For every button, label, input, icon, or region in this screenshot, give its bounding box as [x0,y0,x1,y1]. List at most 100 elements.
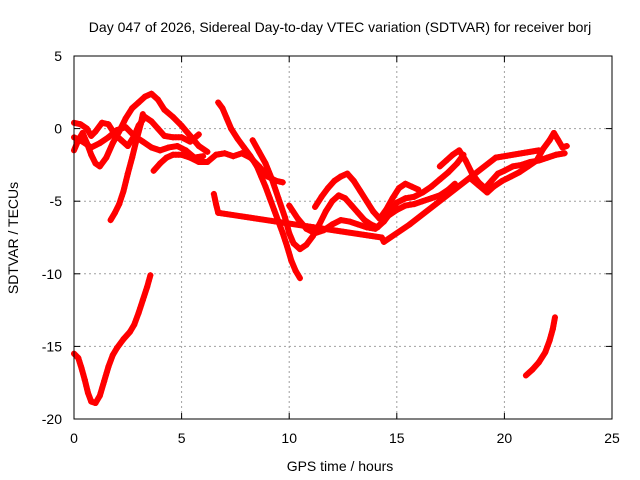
plus-marker [82,380,89,387]
series-track-h [286,180,458,237]
plus-marker [138,302,145,309]
plus-marker [406,221,413,228]
x-tick-label: 20 [497,430,513,446]
plus-marker [88,151,95,158]
plus-marker [181,152,188,159]
plus-marker [132,318,139,325]
plus-marker [134,131,141,138]
plus-marker [544,343,551,350]
plus-marker [428,195,435,202]
plus-marker [131,321,138,328]
plus-marker [288,235,295,242]
plus-marker [129,154,136,161]
plus-marker [279,179,286,186]
plus-marker [114,127,121,134]
plus-marker [329,221,336,228]
plus-marker [151,145,158,152]
plus-marker [147,272,154,279]
x-tick-label: 0 [70,430,78,446]
plus-marker [544,154,551,161]
plus-marker [276,197,283,204]
plus-marker [279,206,286,213]
plus-marker [535,147,542,154]
y-tick-label: 0 [54,121,62,137]
series-track-i [312,170,422,222]
plus-marker [265,168,272,175]
plus-marker [550,323,557,330]
plus-marker [190,156,197,163]
plus-marker [204,148,211,155]
plus-marker [102,372,109,379]
plus-marker [507,173,514,180]
y-tick-label: -15 [42,338,62,354]
plus-marker [284,246,291,253]
plus-marker [75,355,82,362]
plus-marker [411,201,418,208]
plus-marker [282,237,289,244]
plus-marker [127,159,134,166]
plus-marker [223,115,230,122]
plus-marker [492,154,499,161]
plus-marker [349,219,356,226]
plus-marker [84,389,91,396]
plus-marker [142,93,149,100]
plus-marker [118,193,125,200]
plus-marker [221,110,228,117]
plus-marker [277,224,284,231]
plus-marker [138,117,145,124]
plus-marker [120,188,127,195]
plus-marker [267,198,274,205]
plus-marker [220,107,227,114]
trace-segment [445,180,458,193]
plus-marker [163,154,170,161]
plus-marker [543,346,550,353]
plus-marker [137,121,144,128]
plus-marker [195,131,202,138]
plus-marker [273,212,280,219]
plus-marker [230,153,237,160]
plus-marker [355,221,362,228]
plus-marker [380,238,387,245]
plus-marker [123,176,130,183]
x-tick-label: 25 [604,430,620,446]
plus-marker [494,170,501,177]
plus-marker [285,249,292,256]
plus-marker [101,375,108,382]
plus-marker [174,143,181,150]
plus-marker [269,179,276,186]
x-axis-label: GPS time / hours [287,458,394,474]
plus-marker [413,192,420,199]
plus-marker [465,162,472,169]
plus-marker [548,331,555,338]
plus-marker [137,304,144,311]
plus-marker [286,251,293,258]
plus-marker [318,216,325,223]
series-track-c [71,124,207,161]
plus-marker [81,376,88,383]
plus-marker [332,219,339,226]
plus-marker [357,222,364,229]
plus-marker [117,195,124,202]
plus-marker [117,198,124,205]
plus-marker [225,120,232,127]
plus-marker [148,144,155,151]
plus-marker [157,147,164,154]
plus-marker [126,165,133,172]
plus-marker [281,235,288,242]
plus-marker [210,190,217,197]
plus-marker [103,369,110,376]
plus-marker [140,294,147,301]
plus-marker [499,177,506,184]
plus-marker [134,134,141,141]
plus-marker [280,208,287,215]
plus-marker [393,206,400,213]
plus-marker [510,172,517,179]
plus-marker [268,201,275,208]
series-stray [210,147,542,245]
plus-marker [518,161,525,168]
plus-marker [504,166,511,173]
plus-marker [98,386,105,393]
plus-marker [211,194,218,201]
plus-marker [133,315,140,322]
